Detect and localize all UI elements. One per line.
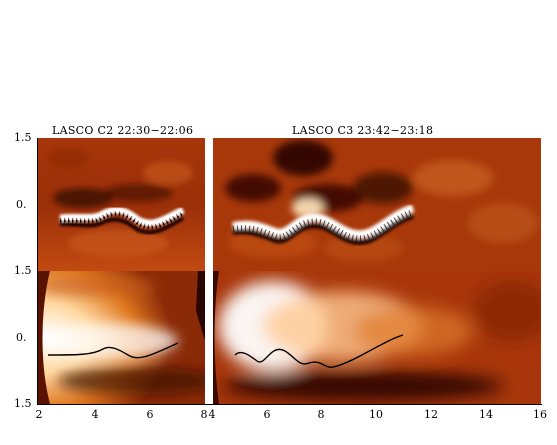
x-tick-label: 2 — [35, 408, 43, 421]
c3-difference-image — [213, 138, 541, 271]
x-tick-label: 6 — [146, 408, 154, 421]
y-tick-label: 0. — [16, 198, 27, 211]
title-lasco-c3: LASCO C3 23:42−23:18 — [292, 124, 434, 137]
x-tick-label: 12 — [424, 408, 438, 421]
y-tick-label: 1.5 — [14, 397, 32, 410]
c3-intensity-image — [213, 271, 541, 404]
x-tick-label: 16 — [533, 408, 547, 421]
y-tick-label: 0. — [16, 331, 27, 344]
c2-difference-image — [38, 138, 205, 271]
x-tick-label: 10 — [369, 408, 383, 421]
x-axis-bottom — [37, 404, 542, 405]
title-lasco-c2: LASCO C2 22:30−22:06 — [52, 124, 194, 137]
y-tick-label: 1.5 — [14, 264, 32, 277]
y-tick-label: 1.5 — [14, 131, 32, 144]
x-tick-label: 4 — [91, 408, 99, 421]
x-tick-label: 4 — [208, 408, 216, 421]
c2-intensity-image — [38, 271, 205, 404]
x-tick-label: 14 — [479, 408, 493, 421]
x-tick-label: 8 — [317, 408, 325, 421]
y-axis-left — [37, 138, 38, 405]
x-tick-label: 8 — [200, 408, 208, 421]
x-tick-label: 6 — [263, 408, 271, 421]
